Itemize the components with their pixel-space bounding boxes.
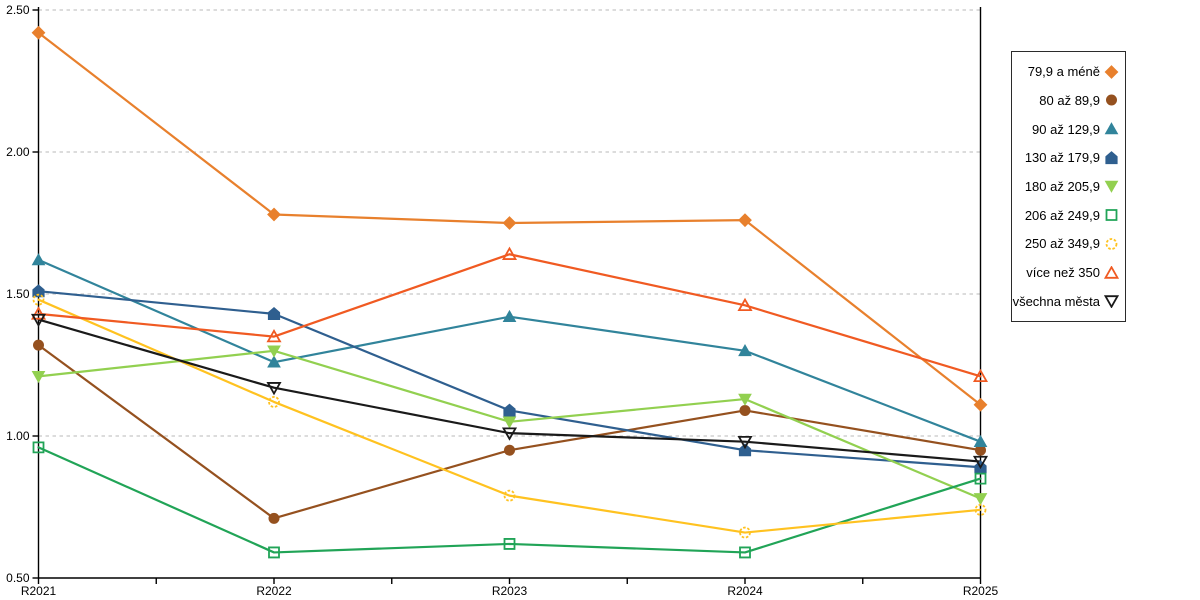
- marker-v-ce-ne-350-r2021: [30, 306, 47, 320]
- legend-triangle-down-glyph: [1104, 181, 1119, 194]
- marker-90-a-129-9-r2024: [738, 343, 752, 357]
- legend-marker-circle-icon: [1106, 94, 1117, 106]
- marker-180-a-205-9-r2024: [738, 393, 752, 406]
- legend-label: 250 až 349,9: [1024, 236, 1100, 252]
- marker-v-echna-m-sta-r2025: [972, 455, 989, 470]
- legend-triangle-up-glyph: [1104, 122, 1119, 135]
- marker-v-ce-ne-350-r2023: [501, 246, 518, 260]
- legend-label: více než 350: [1026, 265, 1100, 280]
- legend-marker-triangle-down-icon: [1104, 295, 1119, 309]
- marker-250-a-349-9-r2022: [268, 396, 280, 408]
- marker-130-a-179-9-r2024: [738, 443, 752, 457]
- legend-marker-square-icon: [1105, 209, 1118, 222]
- legend-item-180-a-205-9: 180 až 205,9: [1012, 173, 1125, 199]
- marker-79-9-a-m-n-r2025: [973, 397, 988, 412]
- marker-80-a-89-9-r2022: [268, 512, 280, 524]
- marker-250-a-349-9-r2024: [739, 526, 751, 539]
- marker-130-a-179-9-r2022: [267, 307, 281, 320]
- series-line-v-echna-m-sta: [37, 318, 982, 463]
- legend-item-79-9-a-m-n: 79,9 a méně: [1012, 59, 1125, 85]
- legend-marker-triangle-up-icon: [1104, 122, 1119, 135]
- y-tick-label: 2.00: [6, 145, 30, 159]
- marker-130-a-179-9-r2021: [32, 284, 45, 298]
- legend-marker-pentagon-icon: [1105, 150, 1118, 164]
- y-tick-label: 0.50: [6, 571, 30, 585]
- series-line-80-a-89-9: [37, 344, 982, 520]
- marker-79-9-a-m-n-r2022: [267, 207, 281, 222]
- x-tick-label: R2023: [492, 584, 528, 598]
- marker-v-echna-m-sta-r2023: [501, 427, 518, 441]
- marker-90-a-129-9-r2022: [267, 355, 281, 368]
- marker-206-a-249-9-r2024: [739, 546, 751, 559]
- marker-250-a-349-9-r2023: [503, 489, 516, 502]
- marker-80-a-89-9-r2024: [739, 404, 751, 416]
- legend-diamond-glyph: [1104, 64, 1119, 79]
- legend-label: 90 až 129,9: [1032, 121, 1100, 137]
- legend-circle-glyph: [1105, 237, 1118, 250]
- legend-item-90-a-129-9: 90 až 129,9: [1012, 116, 1125, 142]
- y-tick-label: 1.00: [6, 429, 30, 443]
- y-tick-label: 1.50: [6, 287, 30, 301]
- legend-item-250-a-349-9: 250 až 349,9: [1012, 231, 1125, 257]
- legend-circle-glyph: [1106, 94, 1117, 106]
- marker-v-ce-ne-350-r2022: [266, 328, 282, 343]
- marker-180-a-205-9-r2021: [31, 371, 46, 384]
- marker-180-a-205-9-r2025: [973, 493, 988, 506]
- legend-item-130-a-179-9: 130 až 179,9: [1012, 145, 1125, 171]
- marker-206-a-249-9-r2025: [974, 472, 987, 485]
- legend-triangle-up-glyph: [1104, 265, 1119, 279]
- marker-206-a-249-9-r2023: [503, 538, 516, 550]
- marker-90-a-129-9-r2021: [31, 253, 46, 266]
- marker-90-a-129-9-r2023: [502, 309, 517, 323]
- legend-pentagon-glyph: [1105, 150, 1118, 164]
- x-tick-label: R2021: [21, 584, 57, 598]
- series-line-206-a-249-9: [37, 446, 982, 554]
- series-line-v-ce-ne-350: [37, 253, 982, 378]
- legend-item-v-ce-ne-350: více než 350: [1012, 260, 1125, 286]
- legend-label: 180 až 205,9: [1024, 178, 1100, 194]
- marker-90-a-129-9-r2025: [973, 434, 988, 447]
- marker-250-a-349-9-r2025: [974, 503, 987, 516]
- legend-label: všechna města: [1012, 293, 1100, 309]
- legend-square-glyph: [1105, 209, 1118, 222]
- legend-marker-diamond-icon: [1104, 64, 1119, 79]
- marker-v-echna-m-sta-r2024: [737, 435, 753, 450]
- legend-label: 79,9 a méně: [1027, 64, 1100, 80]
- marker-79-9-a-m-n-r2023: [502, 216, 517, 230]
- marker-80-a-89-9-r2021: [33, 339, 44, 351]
- legend-label: 80 až 89,9: [1039, 92, 1100, 108]
- legend-box: 79,9 a méně 80 až 89,9 90 až 129,9 130 až 1…: [1011, 51, 1126, 322]
- marker-250-a-349-9-r2021: [32, 293, 45, 306]
- x-tick-label: R2025: [963, 584, 999, 598]
- y-tick-label: 2.50: [6, 3, 30, 17]
- marker-206-a-249-9-r2022: [268, 546, 280, 559]
- legend-label: 206 až 249,9: [1024, 207, 1100, 223]
- marker-v-echna-m-sta-r2021: [30, 313, 47, 328]
- legend-marker-triangle-down-icon: [1104, 181, 1119, 194]
- marker-79-9-a-m-n-r2024: [738, 213, 752, 228]
- marker-180-a-205-9-r2023: [502, 416, 517, 429]
- marker-v-ce-ne-350-r2024: [737, 297, 753, 312]
- marker-79-9-a-m-n-r2021: [31, 25, 46, 40]
- legend-marker-triangle-up-icon: [1104, 265, 1119, 279]
- series-line-250-a-349-9: [37, 298, 982, 534]
- legend-marker-circle-icon: [1105, 237, 1118, 250]
- marker-180-a-205-9-r2022: [267, 345, 281, 358]
- legend-item-80-a-89-9: 80 až 89,9: [1012, 87, 1125, 113]
- marker-v-ce-ne-350-r2025: [972, 368, 989, 383]
- x-tick-label: R2022: [256, 584, 292, 598]
- marker-130-a-179-9-r2023: [503, 403, 516, 417]
- marker-v-echna-m-sta-r2022: [266, 382, 282, 396]
- marker-206-a-249-9-r2021: [32, 441, 45, 454]
- legend-label: 130 až 179,9: [1024, 150, 1100, 166]
- x-tick-label: R2024: [727, 584, 763, 598]
- legend-triangle-down-glyph: [1104, 295, 1119, 309]
- legend-item-v-echna-m-sta: všechna města: [1012, 288, 1125, 314]
- legend-item-206-a-249-9: 206 až 249,9: [1012, 202, 1125, 228]
- marker-80-a-89-9-r2023: [504, 444, 515, 456]
